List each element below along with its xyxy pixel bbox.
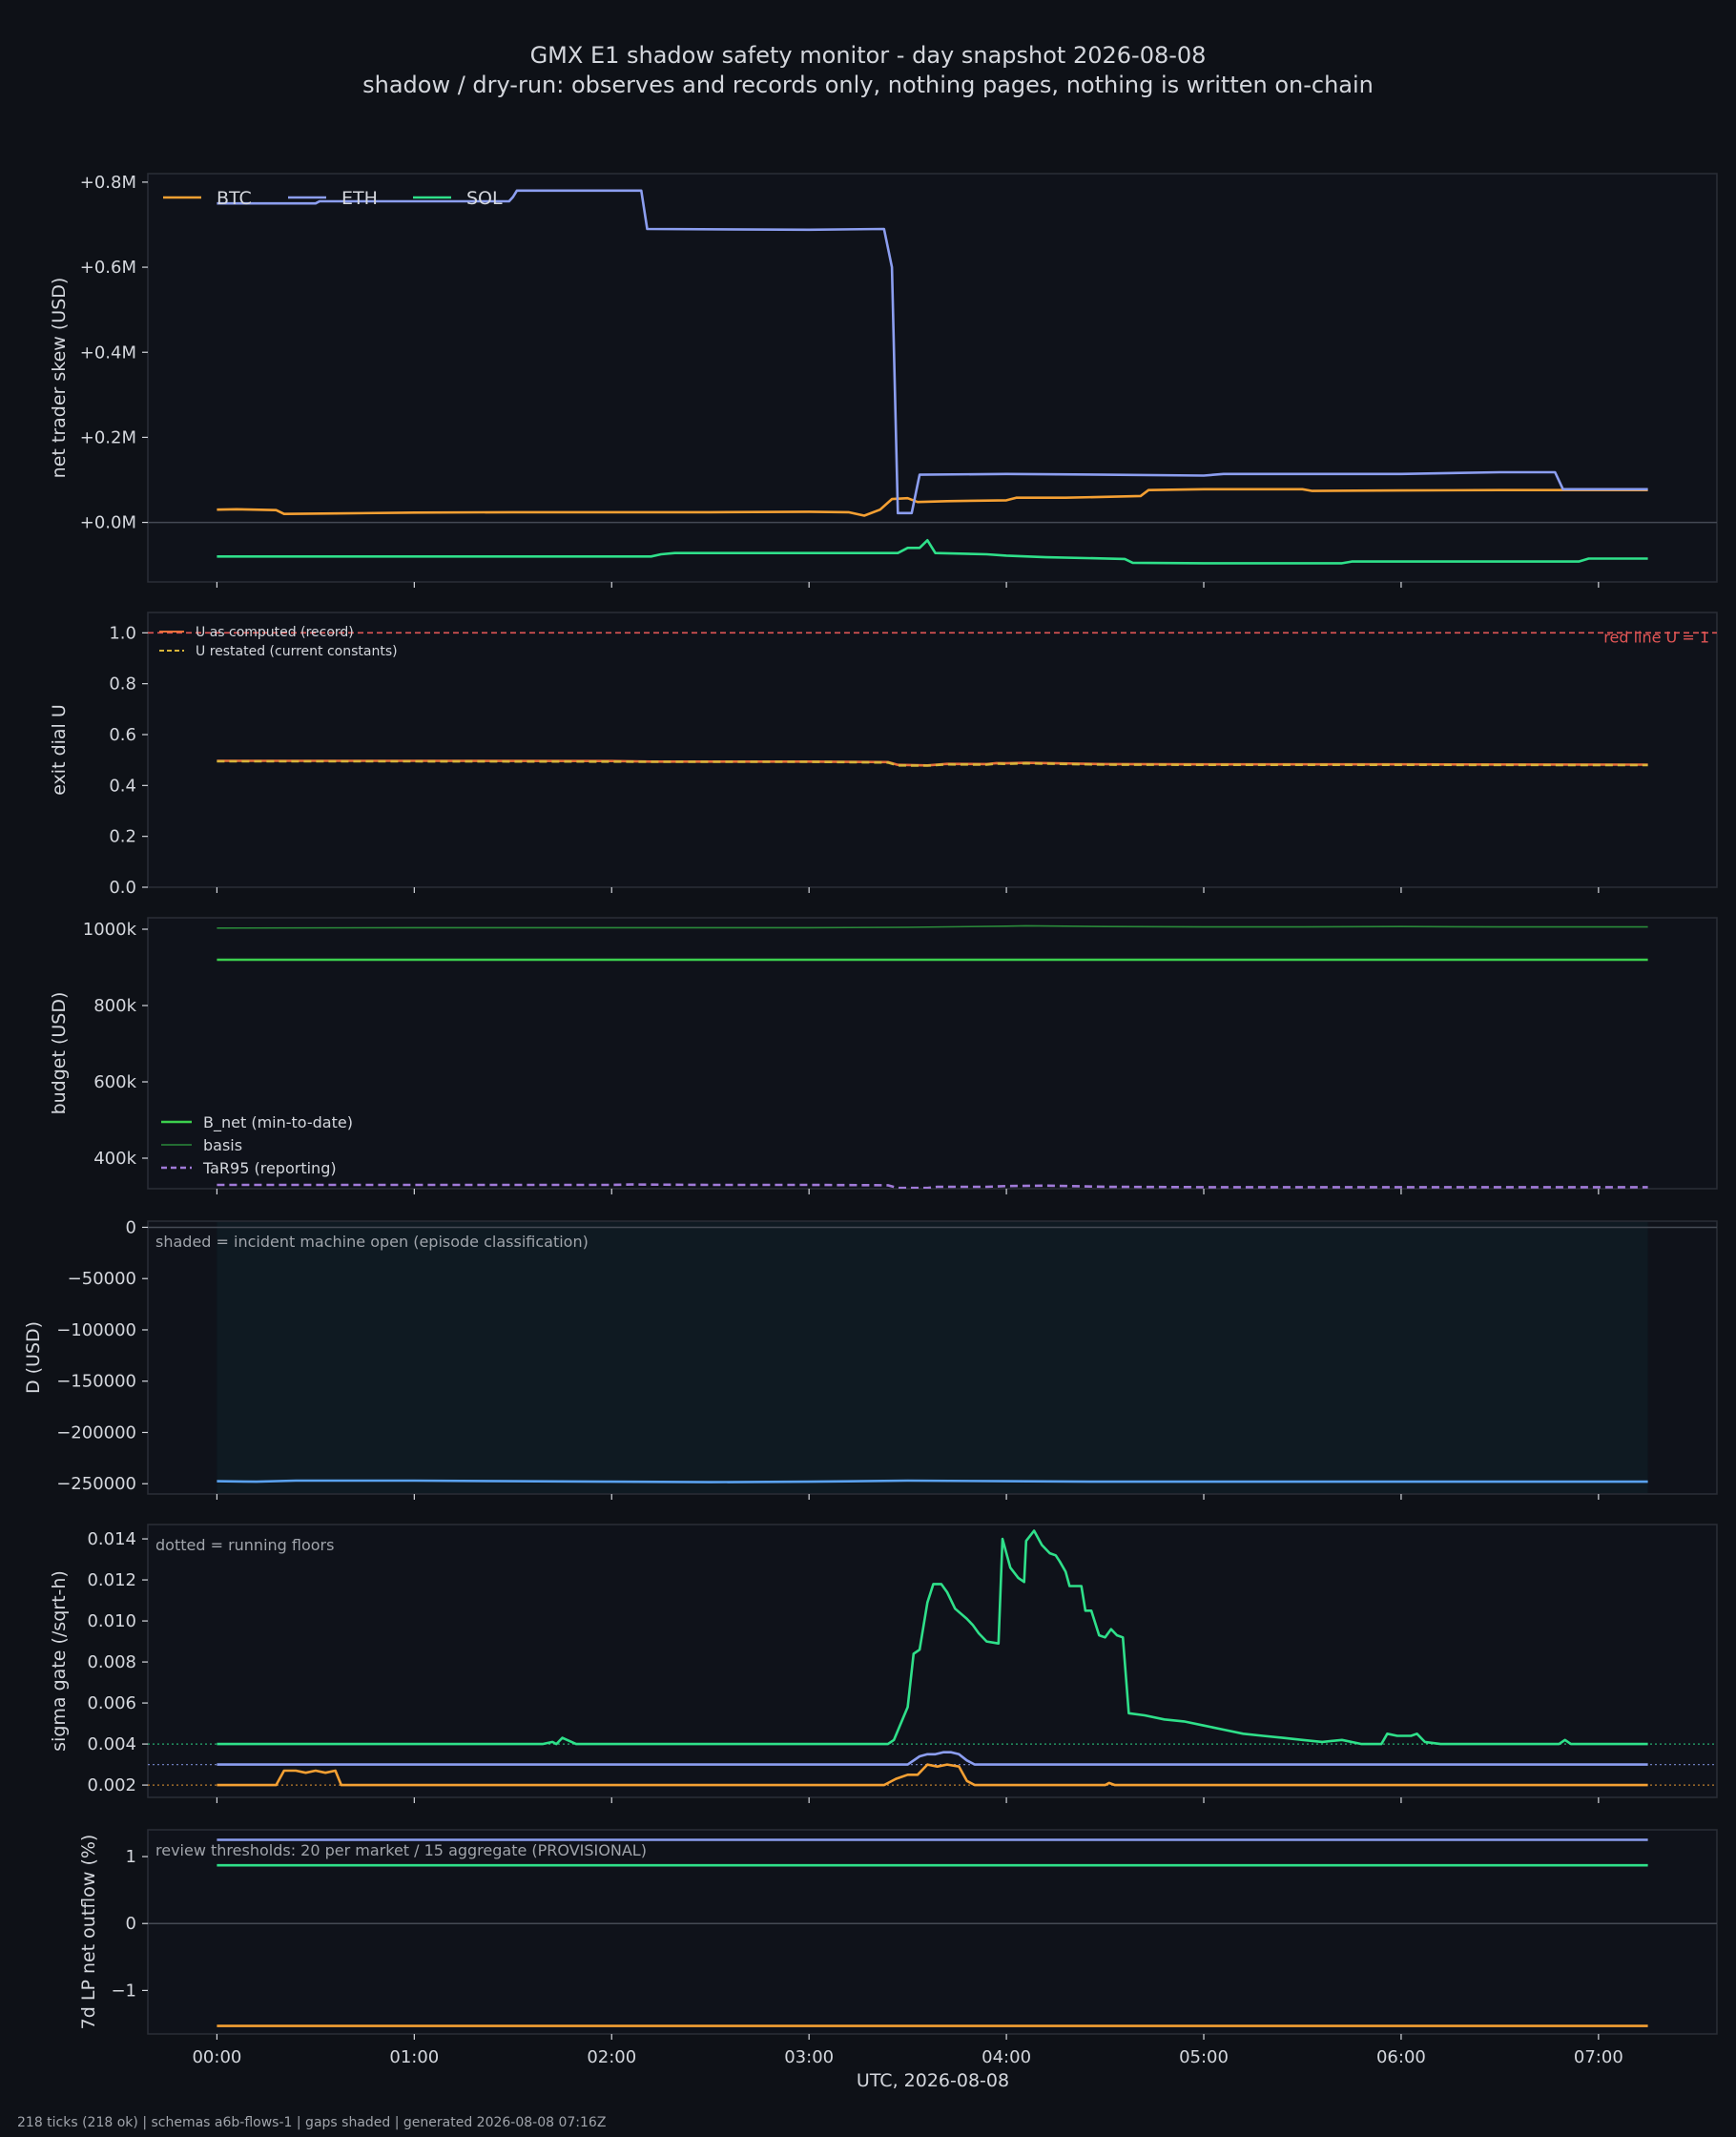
panel-frame (147, 612, 1718, 888)
y-axis-label: exit dial U (49, 704, 70, 796)
footer-status: 218 ticks (218 ok) | schemas a6b-flows-1… (17, 2115, 606, 2130)
y-tick-label: 1 (126, 1847, 136, 1867)
panel-exit_dial: red line U = 1 0.0 0.2 0.4 0.6 0.8 1.0 exit dia… (49, 612, 1718, 898)
plot-area (148, 1226, 1717, 1483)
legend-label: B_net (min-to-date) (203, 1113, 353, 1132)
x-tick-label: 02:00 (587, 2047, 636, 2067)
panel-skew: +0.0M +0.2M +0.4M +0.6M +0.8M net trader skew… (49, 173, 1718, 588)
series-tar95-reporting- (217, 1183, 1648, 1189)
panel-d: 0 −50000 −100000 −150000 −200000 −250000 D (US… (23, 1217, 1718, 1500)
panel-frame (147, 917, 1718, 1190)
y-tick-label: 0.006 (87, 1693, 136, 1713)
plot-area (148, 632, 1717, 767)
y-tick-label: 0.010 (87, 1611, 136, 1631)
red-line-label: red line U = 1 (1603, 628, 1709, 646)
x-axis-label: UTC, 2026-08-08 (857, 2070, 1009, 2091)
incident-shade (217, 1222, 1648, 1493)
y-tick-label: +0.0M (80, 513, 136, 533)
y-tick-label: 0 (126, 1217, 136, 1237)
y-axis-label: D (USD) (23, 1321, 44, 1394)
y-tick-label: 1.0 (109, 623, 136, 643)
y-tick-label: 0.008 (87, 1652, 136, 1672)
panel-frame (147, 1829, 1718, 2035)
legend-label: BTC (217, 188, 252, 209)
series-u-restated-current-constants- (217, 759, 1648, 767)
legend-label: ETH (341, 188, 378, 209)
y-tick-label: 0.0 (109, 878, 136, 898)
y-tick-label: +0.4M (80, 342, 136, 363)
y-tick-label: −1 (111, 1981, 136, 2001)
panel-budget: 400k 600k 800k 1000k budget (USD) B_net (min-… (49, 917, 1718, 1194)
y-tick-label: 0.012 (87, 1570, 136, 1590)
series-btc (217, 488, 1648, 517)
series-btc (217, 1763, 1648, 1787)
plot-area (148, 1529, 1717, 1787)
x-tick-label: 01:00 (389, 2047, 439, 2067)
panel-note: review thresholds: 20 per market / 15 ag… (155, 1841, 647, 1859)
y-tick-label: 0.4 (109, 776, 136, 796)
x-tick-label: 07:00 (1574, 2047, 1623, 2067)
y-tick-label: −150000 (56, 1372, 136, 1392)
legend-label: SOL (466, 188, 503, 209)
series-eth (217, 1751, 1648, 1766)
y-tick-label: +0.2M (80, 427, 136, 447)
figure-subtitle: shadow / dry-run: observes and records o… (362, 72, 1374, 98)
panel-note: dotted = running floors (155, 1536, 334, 1554)
y-tick-label: 1000k (83, 920, 137, 940)
y-tick-label: +0.6M (80, 258, 136, 278)
figure-title: GMX E1 shadow safety monitor - day snaps… (530, 42, 1207, 69)
plot-area (148, 189, 1717, 565)
y-axis-label: budget (USD) (49, 992, 70, 1115)
series-sol (217, 538, 1648, 565)
series-d (217, 1479, 1648, 1483)
y-tick-label: 800k (93, 996, 136, 1016)
series-basis (217, 924, 1648, 929)
series-eth (217, 189, 1648, 515)
y-tick-label: −200000 (56, 1422, 136, 1442)
panel-lp_outflow: −1 0 1 7d LP net outflow (%) review threshol… (78, 1829, 1718, 2040)
y-tick-label: 0.004 (87, 1734, 136, 1754)
legend-label: U as computed (record) (196, 625, 354, 640)
y-axis-label: 7d LP net outflow (%) (78, 1835, 99, 2030)
legend-label: basis (203, 1136, 242, 1154)
y-tick-label: −100000 (56, 1320, 136, 1340)
x-tick-label: 04:00 (982, 2047, 1031, 2067)
panel-frame (147, 173, 1718, 583)
panel-sigma: 0.002 0.004 0.006 0.008 0.010 0.012 0.014 sigma… (49, 1524, 1718, 1803)
x-tick-label: 03:00 (784, 2047, 834, 2067)
y-axis-label: sigma gate (/sqrt-h) (49, 1570, 70, 1752)
y-tick-label: 0.8 (109, 674, 136, 695)
y-tick-label: 0 (126, 1914, 136, 1934)
panels: +0.0M +0.2M +0.4M +0.6M +0.8M net trader skew… (23, 173, 1718, 2067)
y-axis-label: net trader skew (USD) (49, 278, 70, 479)
y-tick-label: 0.6 (109, 725, 136, 745)
legend-label: U restated (current constants) (196, 644, 398, 659)
series-sol (217, 1529, 1648, 1746)
plot-area (217, 924, 1648, 1189)
y-tick-label: 0.2 (109, 827, 136, 847)
legend-label: TaR95 (reporting) (202, 1159, 337, 1177)
plot-area (148, 1838, 1717, 2027)
x-tick-label: 06:00 (1376, 2047, 1426, 2067)
y-tick-label: 600k (93, 1072, 136, 1092)
y-tick-label: +0.8M (80, 173, 136, 193)
panel-note: shaded = incident machine open (episode … (155, 1233, 589, 1251)
y-tick-label: 400k (93, 1149, 136, 1169)
y-tick-label: 0.014 (87, 1529, 136, 1549)
x-tick-label: 05:00 (1179, 2047, 1229, 2067)
y-tick-label: −250000 (56, 1474, 136, 1494)
y-tick-label: −50000 (68, 1269, 136, 1289)
y-tick-label: 0.002 (87, 1775, 136, 1795)
panel-frame (147, 1524, 1718, 1798)
x-tick-label: 00:00 (192, 2047, 241, 2067)
